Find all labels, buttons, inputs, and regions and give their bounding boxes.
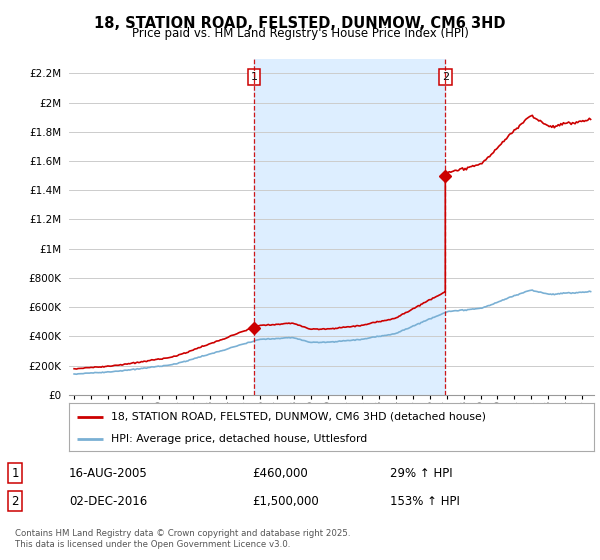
Text: £1,500,000: £1,500,000 [252,494,319,508]
Text: 1: 1 [11,466,19,480]
Text: Contains HM Land Registry data © Crown copyright and database right 2025.
This d: Contains HM Land Registry data © Crown c… [15,529,350,549]
Text: HPI: Average price, detached house, Uttlesford: HPI: Average price, detached house, Uttl… [111,434,367,444]
Bar [254,59,445,395]
Text: 153% ↑ HPI: 153% ↑ HPI [390,494,460,508]
Text: 18, STATION ROAD, FELSTED, DUNMOW, CM6 3HD: 18, STATION ROAD, FELSTED, DUNMOW, CM6 3… [94,16,506,31]
Text: 02-DEC-2016: 02-DEC-2016 [69,494,147,508]
Text: 18, STATION ROAD, FELSTED, DUNMOW, CM6 3HD (detached house): 18, STATION ROAD, FELSTED, DUNMOW, CM6 3… [111,412,486,422]
Text: 2: 2 [11,494,19,508]
Text: £460,000: £460,000 [252,466,308,480]
Text: Price paid vs. HM Land Registry's House Price Index (HPI): Price paid vs. HM Land Registry's House … [131,27,469,40]
Text: 2: 2 [442,72,449,82]
Text: 1: 1 [250,72,257,82]
Text: 29% ↑ HPI: 29% ↑ HPI [390,466,452,480]
Text: 16-AUG-2005: 16-AUG-2005 [69,466,148,480]
